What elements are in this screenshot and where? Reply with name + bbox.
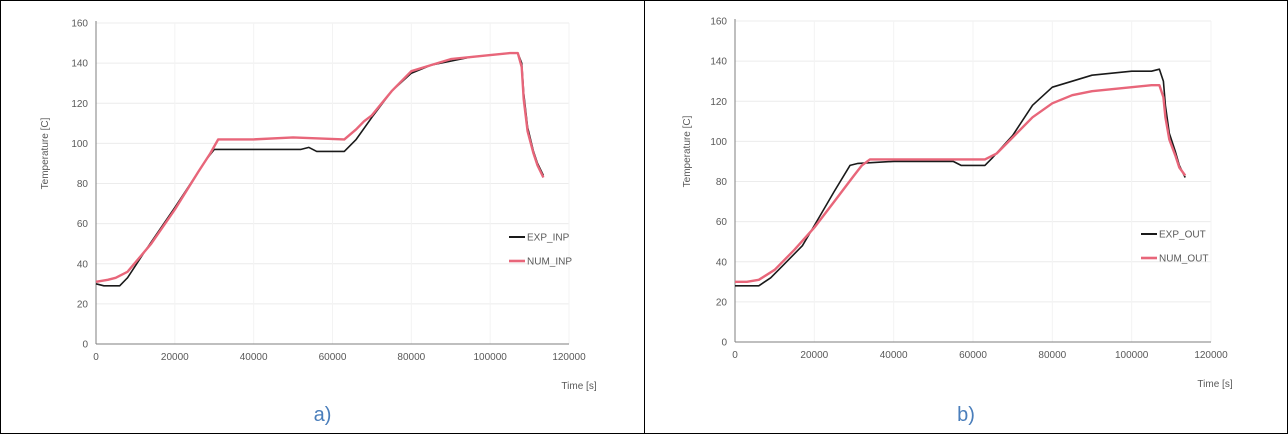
chart-a-x-tick-label: 20000 <box>161 352 189 363</box>
chart-a-y-tick-label: 140 <box>71 59 88 70</box>
chart-a-x-tick-label: 80000 <box>397 352 425 363</box>
chart-a-y-tick-label: 20 <box>77 299 89 310</box>
panel-a-caption: a) <box>313 404 332 426</box>
chart-panel-b: 0 20 40 60 80 100 120 140 160 0 20000 40000 60000 800… <box>644 0 1288 434</box>
chart-a-series-line-num-inp <box>95 51 545 283</box>
chart-b-y-tick-label: 80 <box>716 177 728 188</box>
panel-b-caption: b) <box>957 404 975 426</box>
chart-b-series-line-exp-out <box>735 68 1186 287</box>
chart-b-x-tick-label: 80000 <box>1038 350 1066 361</box>
chart-panel-a: 0 20 40 60 80 100 120 140 160 0 20000 40000 60000 800… <box>0 0 644 434</box>
chart-a-y-tick-label: 40 <box>77 259 89 270</box>
chart-a-series-line-exp-inp <box>95 52 545 287</box>
chart-b-legend-label-1: NUM_OUT <box>1159 254 1208 265</box>
chart-b-y-tick-label: 0 <box>721 338 727 349</box>
chart-a-x-axis-title: Time [s] <box>561 381 596 392</box>
chart-b-x-tick-label: 100000 <box>1115 350 1149 361</box>
chart-a-y-tick-label: 60 <box>77 219 89 230</box>
chart-a-y-tick-label: 100 <box>71 139 88 150</box>
chart-a-x-tick-label: 100000 <box>473 352 507 363</box>
chart-b-x-tick-label: 20000 <box>800 350 828 361</box>
chart-b-x-tick-label: 60000 <box>959 350 987 361</box>
chart-b-y-tick-label: 160 <box>710 17 727 28</box>
chart-b-y-tick-label: 140 <box>710 57 727 68</box>
chart-b-x-tick-label: 0 <box>732 350 738 361</box>
chart-a-x-tick-label: 120000 <box>552 352 586 363</box>
chart-b-y-tick-label: 20 <box>716 297 728 308</box>
chart-a-legend-label-1: NUM_INP <box>527 257 572 268</box>
chart-a-legend-label-0: EXP_INP <box>527 233 570 244</box>
chart-b-y-axis-title: Temperature [C] <box>682 115 693 187</box>
chart-b-svg: 0 20 40 60 80 100 120 140 160 0 20000 40000 60000 800… <box>682 17 1233 391</box>
chart-a-y-axis-title: Temperature [C] <box>40 117 51 189</box>
chart-b-y-tick-label: 60 <box>716 217 728 228</box>
chart-a-x-tick-label: 0 <box>93 352 99 363</box>
chart-a-x-tick-label: 40000 <box>240 352 268 363</box>
chart-a-y-tick-label: 0 <box>82 340 88 351</box>
chart-b-y-tick-label: 100 <box>710 137 727 148</box>
chart-b-y-tick-label: 40 <box>716 257 728 268</box>
chart-a-y-tick-label: 120 <box>71 99 88 110</box>
chart-a-x-tick-label: 60000 <box>319 352 347 363</box>
chart-a-svg: 0 20 40 60 80 100 120 140 160 0 20000 40000 60000 800… <box>40 19 597 393</box>
chart-a-y-tick-label: 80 <box>77 179 89 190</box>
chart-b-series-line-num-out <box>735 84 1187 283</box>
chart-b-x-tick-label: 40000 <box>880 350 908 361</box>
chart-b-y-tick-label: 120 <box>710 97 727 108</box>
chart-a-y-tick-label: 160 <box>71 19 88 30</box>
chart-b-x-axis-title: Time [s] <box>1197 379 1232 390</box>
chart-b-legend-label-0: EXP_OUT <box>1159 230 1206 241</box>
chart-b-x-tick-label: 120000 <box>1194 350 1228 361</box>
